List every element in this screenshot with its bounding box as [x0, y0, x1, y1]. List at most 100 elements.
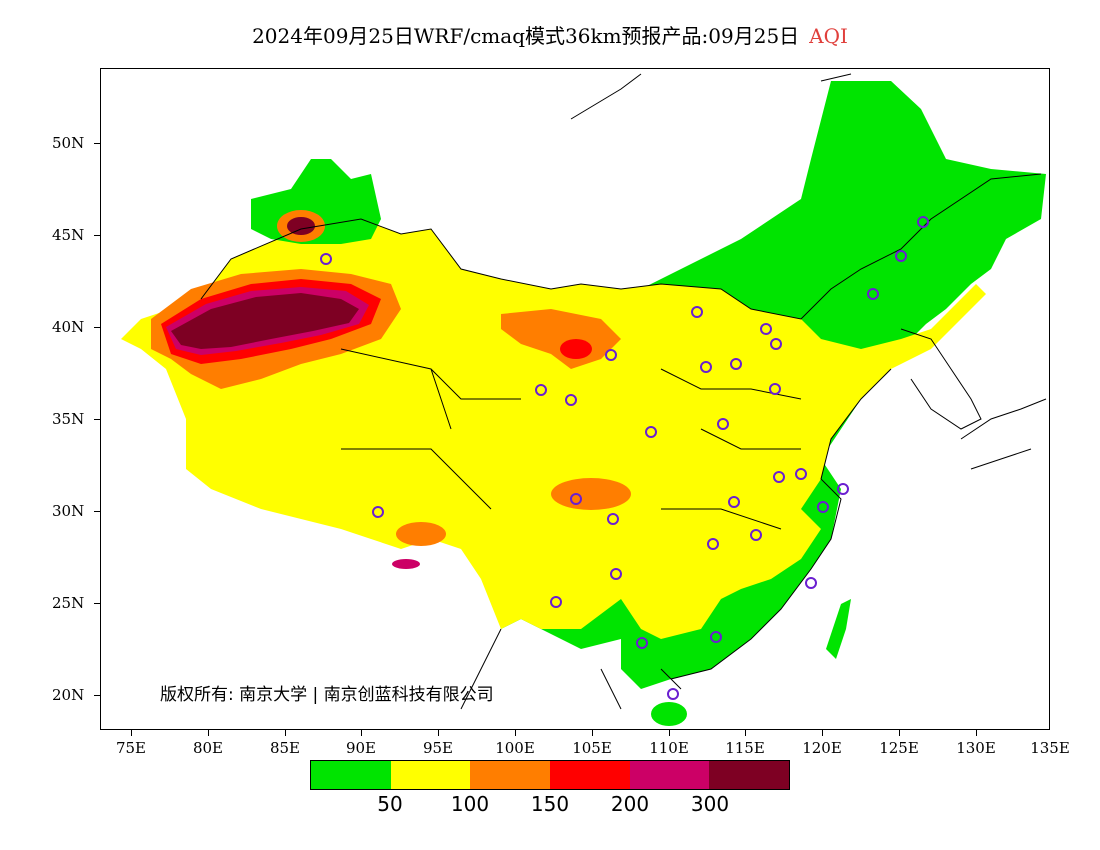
lon-tick	[131, 730, 132, 736]
lon-label-105e: 105E	[572, 739, 612, 757]
lat-label-45n: 45N	[52, 226, 85, 244]
border-southeast-asia	[460, 628, 682, 710]
city-marker	[707, 538, 719, 550]
lat-label-20n: 20N	[52, 686, 85, 704]
city-marker	[610, 568, 622, 580]
lon-label-115e: 115E	[725, 739, 765, 757]
lon-tick	[361, 730, 362, 736]
city-marker	[320, 253, 332, 265]
taiwan-island	[826, 599, 851, 659]
map-area	[100, 68, 1050, 730]
city-marker	[730, 358, 742, 370]
lon-label-100e: 100E	[495, 739, 535, 757]
city-marker	[691, 306, 703, 318]
lat-tick	[94, 603, 100, 604]
city-marker	[805, 577, 817, 589]
lon-label-110e: 110E	[649, 739, 689, 757]
lon-tick	[822, 730, 823, 736]
lon-label-125e: 125E	[879, 739, 919, 757]
hotspot-north-central	[501, 309, 621, 369]
lon-tick	[285, 730, 286, 736]
city-marker	[837, 483, 849, 495]
hainan-island	[651, 702, 687, 726]
lat-label-30n: 30N	[52, 502, 85, 520]
city-marker	[710, 631, 722, 643]
country-border	[200, 173, 1042, 320]
city-marker	[773, 471, 785, 483]
color-legend	[310, 760, 790, 790]
city-marker	[817, 501, 829, 513]
city-marker	[372, 506, 384, 518]
city-marker	[867, 288, 879, 300]
city-marker	[770, 338, 782, 350]
lon-tick	[592, 730, 593, 736]
hotspot-sichuan	[551, 478, 631, 510]
legend-box-hazardous	[709, 761, 790, 789]
legend-box-moderate	[390, 761, 471, 789]
lon-tick	[976, 730, 977, 736]
city-marker	[895, 250, 907, 262]
hotspot-northwest-core	[287, 217, 315, 235]
boundary-lines	[200, 73, 1047, 710]
region-hazardous	[171, 293, 359, 349]
lon-tick	[669, 730, 670, 736]
lon-label-120e: 120E	[802, 739, 842, 757]
lat-tick	[94, 511, 100, 512]
lon-tick	[515, 730, 516, 736]
legend-box-sensitive	[470, 761, 551, 789]
legend-label-100: 100	[450, 792, 490, 816]
city-marker	[667, 688, 679, 700]
lat-label-50n: 50N	[52, 134, 85, 152]
city-markers	[320, 216, 929, 700]
coastline-korea	[900, 328, 982, 430]
lon-label-130e: 130E	[956, 739, 996, 757]
lon-label-135e: 135E	[1030, 739, 1070, 757]
lon-label-90e: 90E	[345, 739, 377, 757]
border-mongolia-north	[570, 73, 852, 120]
lon-tick	[438, 730, 439, 736]
lon-label-95e: 95E	[422, 739, 454, 757]
province-lines-west	[340, 348, 521, 510]
lat-label-35n: 35N	[52, 410, 85, 428]
city-marker	[605, 349, 617, 361]
map-canvas	[121, 73, 1047, 726]
hotspot-southwest-edge	[392, 559, 420, 569]
lon-tick	[208, 730, 209, 736]
legend-box-good	[311, 761, 391, 789]
lat-tick	[94, 235, 100, 236]
legend-box-unhealthy	[550, 761, 630, 789]
copyright-text: 版权所有: 南京大学 | 南京创蓝科技有限公司	[160, 685, 494, 705]
map-title: 2024年09月25日WRF/cmaq模式36km预报产品:09月25日 AQI	[0, 20, 1100, 49]
lat-label-25n: 25N	[52, 594, 85, 612]
legend-label-150: 150	[530, 792, 570, 816]
lat-label-40n: 40N	[52, 318, 85, 336]
city-marker	[769, 383, 781, 395]
aqi-field	[121, 81, 1046, 726]
city-marker	[645, 426, 657, 438]
hotspot-tibet	[396, 522, 446, 546]
city-marker	[535, 384, 547, 396]
city-marker	[717, 418, 729, 430]
lon-tick	[745, 730, 746, 736]
legend-label-200: 200	[610, 792, 650, 816]
hotspot-north-central-core	[560, 339, 592, 359]
title-text: 2024年09月25日WRF/cmaq模式36km预报产品:09月25日	[252, 24, 800, 48]
city-marker	[607, 513, 619, 525]
coastline-japan	[960, 398, 1047, 470]
lat-tick	[94, 695, 100, 696]
city-marker	[700, 361, 712, 373]
legend-label-300: 300	[690, 792, 730, 816]
lat-tick	[94, 143, 100, 144]
city-marker	[728, 496, 740, 508]
coastline-east	[670, 368, 892, 680]
lon-label-80e: 80E	[192, 739, 224, 757]
lon-tick	[899, 730, 900, 736]
lat-tick	[94, 419, 100, 420]
lon-label-85e: 85E	[269, 739, 301, 757]
variable-name: AQI	[809, 24, 848, 48]
city-marker	[636, 637, 648, 649]
lat-tick	[94, 327, 100, 328]
city-marker	[760, 323, 772, 335]
legend-box-very-unhealthy	[629, 761, 710, 789]
city-marker	[550, 596, 562, 608]
